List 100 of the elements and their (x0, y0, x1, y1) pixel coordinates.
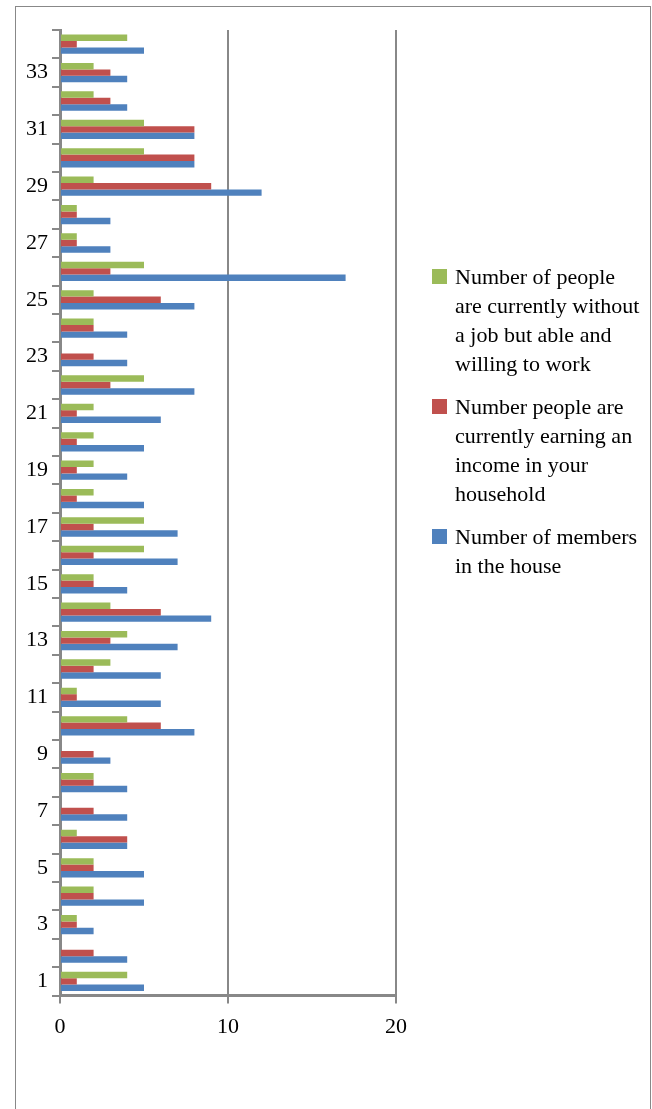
bar (61, 126, 195, 133)
bar (61, 40, 77, 48)
bar (61, 517, 144, 524)
bar (61, 871, 144, 878)
y-tick-label: 5 (37, 853, 48, 879)
bar (61, 921, 77, 928)
bar (61, 858, 94, 865)
bar (61, 381, 111, 389)
bar (61, 899, 144, 906)
bar (61, 62, 94, 70)
bar (61, 488, 94, 496)
x-tick-label: 10 (217, 1012, 239, 1038)
bar (61, 501, 144, 509)
y-tick-label: 31 (26, 115, 48, 141)
legend-label: Number people are currently earning an income in your household (455, 393, 634, 508)
x-tick-label: 20 (385, 1012, 407, 1038)
bar (61, 104, 128, 111)
bar (61, 587, 128, 594)
bar (61, 956, 128, 963)
bar (61, 75, 128, 83)
bar (61, 296, 161, 304)
y-tick-label: 9 (37, 739, 48, 765)
bar (61, 829, 77, 837)
bar (61, 274, 346, 282)
bar (61, 403, 94, 411)
bar (61, 558, 178, 566)
bar (61, 246, 111, 253)
bar (61, 119, 144, 127)
bar (61, 971, 128, 979)
bar (61, 432, 94, 439)
bar (61, 886, 94, 893)
bar (61, 672, 161, 679)
bar (61, 785, 128, 793)
y-tick-label: 29 (26, 171, 48, 197)
bar (61, 637, 111, 644)
bar (61, 359, 128, 367)
bar (61, 779, 94, 786)
bar (61, 182, 212, 190)
bar (61, 687, 77, 695)
bar (61, 630, 128, 638)
bar (61, 574, 94, 581)
bar (61, 814, 128, 821)
y-tick-label: 25 (26, 285, 48, 311)
bar (61, 154, 195, 162)
legend-label: Number of members in the house (455, 523, 639, 580)
bar (61, 659, 111, 666)
bar (61, 757, 111, 764)
bar (61, 772, 94, 780)
bar (61, 97, 111, 105)
y-tick-label: 19 (26, 455, 48, 481)
bar (61, 643, 178, 651)
y-tick-label: 1 (37, 967, 48, 993)
bar (61, 331, 128, 338)
bar (61, 927, 94, 935)
y-tick-label: 3 (37, 910, 48, 936)
bar (61, 410, 77, 417)
y-tick-label: 23 (26, 342, 48, 368)
bar (61, 580, 94, 588)
bar (61, 303, 195, 310)
bar (61, 47, 144, 54)
bar (61, 473, 128, 480)
bar (61, 552, 94, 559)
bar (61, 416, 161, 424)
bar (61, 495, 77, 502)
y-tick-label: 21 (26, 399, 48, 425)
bar (61, 523, 94, 531)
bar (61, 132, 195, 140)
bar (61, 460, 94, 467)
bar (61, 217, 111, 225)
bar (61, 914, 77, 922)
bar (61, 694, 77, 701)
bar (61, 189, 262, 196)
bar (61, 388, 195, 395)
y-tick-label: 17 (26, 512, 48, 538)
y-tick-label: 11 (26, 683, 48, 709)
bar (61, 353, 94, 360)
bar (61, 318, 94, 325)
bar (61, 978, 77, 985)
bar (61, 91, 94, 98)
bar (61, 700, 161, 708)
bar (61, 69, 111, 76)
bar (61, 864, 94, 872)
bar (61, 176, 94, 183)
x-tick-label: 0 (54, 1012, 66, 1038)
y-tick-label: 27 (26, 228, 48, 254)
bar (61, 729, 195, 736)
bar (61, 750, 94, 758)
bar (61, 615, 212, 622)
bar (61, 233, 77, 240)
y-tick-label: 7 (37, 796, 48, 822)
y-tick-label: 13 (26, 626, 48, 652)
bar (61, 545, 144, 553)
bar (61, 842, 128, 850)
bar (61, 34, 128, 41)
bar (61, 602, 111, 609)
bar (61, 608, 161, 616)
bar (61, 836, 128, 843)
bar (61, 375, 144, 382)
bar (61, 239, 77, 247)
bar (61, 268, 111, 275)
